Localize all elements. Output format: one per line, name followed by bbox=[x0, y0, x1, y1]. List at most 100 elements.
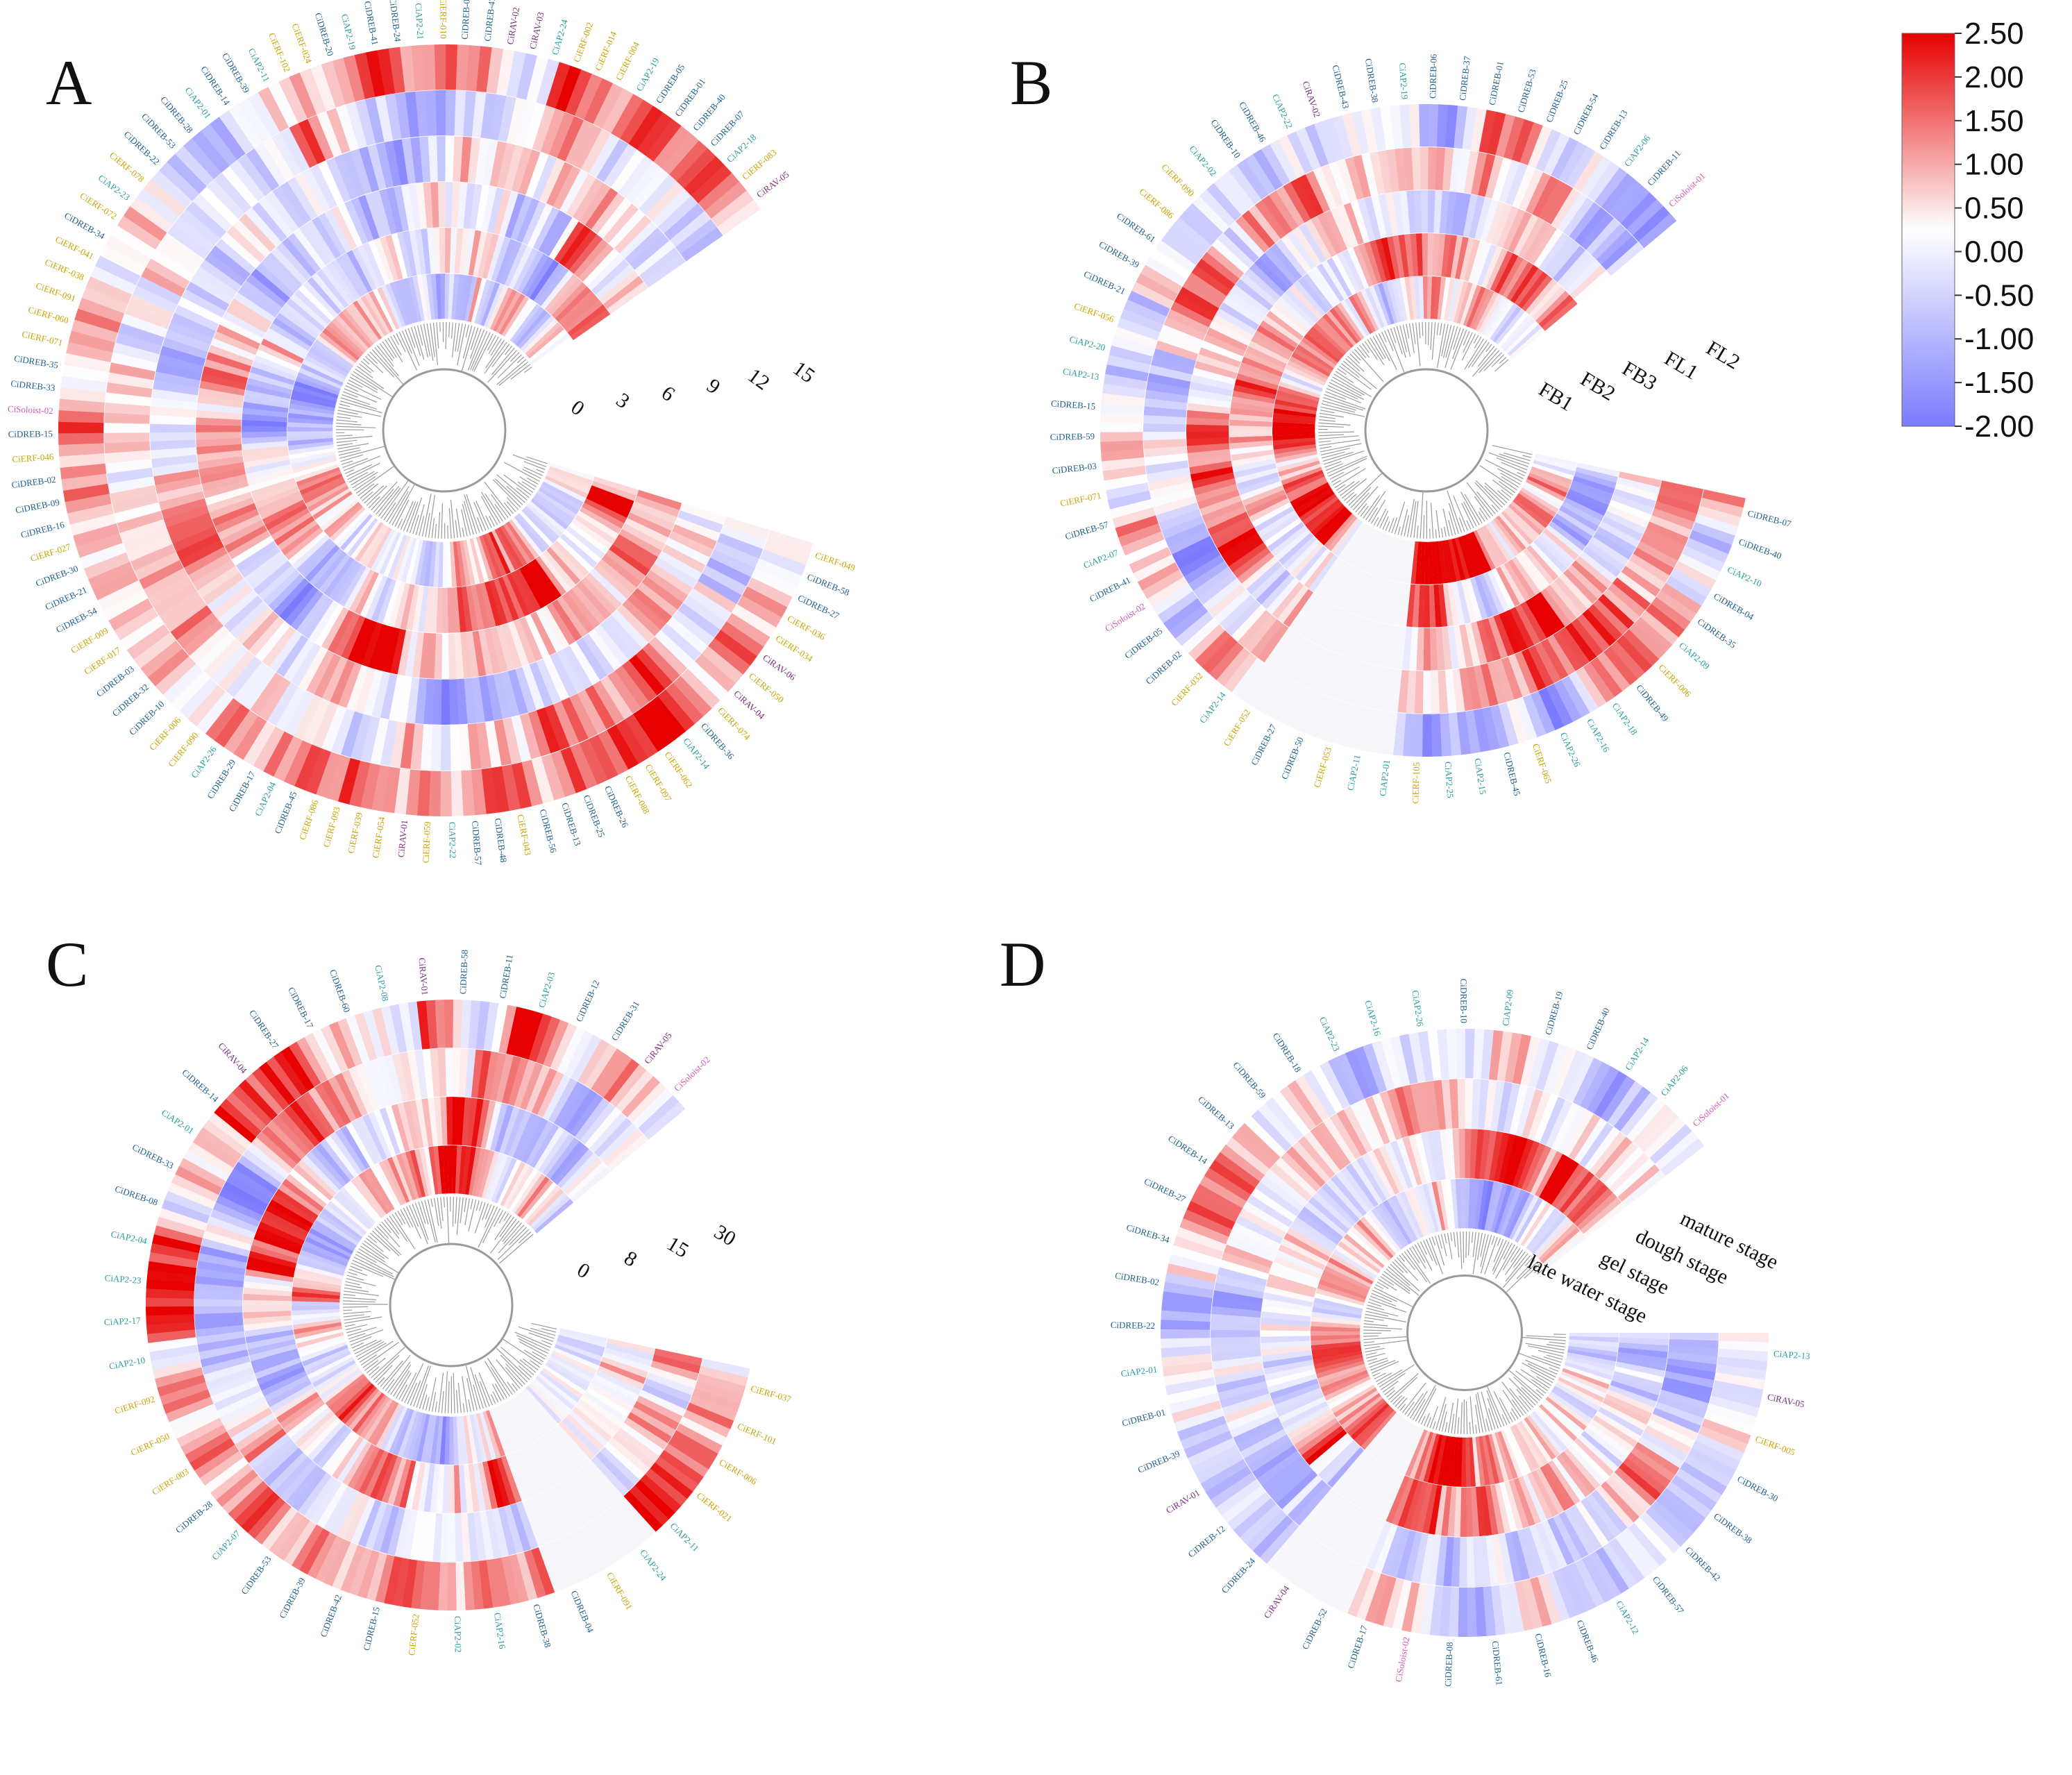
heatmap-cell bbox=[1717, 1356, 1768, 1371]
heatmap-cell bbox=[243, 450, 289, 462]
heatmap-cell bbox=[1472, 1436, 1481, 1487]
heatmap-cell bbox=[1545, 683, 1573, 727]
dendrogram-branch bbox=[1365, 1311, 1389, 1317]
heatmap-cell bbox=[266, 328, 310, 355]
gene-label: CiAP2-01 bbox=[1377, 759, 1392, 797]
dendrogram-branch bbox=[339, 446, 385, 459]
heatmap-cell bbox=[1406, 190, 1417, 234]
dendrogram-branch bbox=[526, 477, 539, 485]
heatmap-cell bbox=[1526, 1145, 1552, 1194]
heatmap-cell bbox=[1650, 1499, 1694, 1540]
dendrogram-branch bbox=[1485, 1418, 1490, 1431]
heatmap-cell bbox=[1390, 1140, 1413, 1190]
heatmap-cell bbox=[543, 1432, 577, 1476]
heatmap-cell bbox=[1447, 1486, 1457, 1537]
heatmap-cell bbox=[1316, 263, 1345, 303]
heatmap-cell bbox=[430, 1048, 441, 1097]
heatmap-cell bbox=[1451, 192, 1464, 236]
heatmap-cell bbox=[195, 424, 242, 432]
dendrogram-branch bbox=[1318, 426, 1344, 428]
heatmap-cell bbox=[478, 675, 494, 722]
heatmap-cell bbox=[1306, 329, 1342, 361]
heatmap-cell bbox=[1484, 1079, 1497, 1131]
heatmap-cell bbox=[1264, 248, 1298, 285]
heatmap-cell bbox=[1456, 1028, 1466, 1079]
heatmap-cell bbox=[1261, 1455, 1306, 1492]
heatmap-cell bbox=[544, 213, 573, 257]
ring-labels: 0 8 15 30 bbox=[573, 1220, 740, 1284]
dendrogram-branch bbox=[498, 1211, 507, 1224]
heatmap-cell bbox=[1391, 1477, 1415, 1526]
dendrogram-branch bbox=[1320, 448, 1350, 456]
heatmap-cell bbox=[501, 296, 530, 337]
heatmap-cell bbox=[273, 578, 310, 616]
heatmap-cell bbox=[249, 555, 289, 590]
heatmap-cell bbox=[1270, 140, 1299, 183]
heatmap-cell bbox=[1320, 1275, 1369, 1297]
heatmap-cell bbox=[312, 701, 339, 748]
heatmap-cell bbox=[1506, 262, 1534, 301]
heatmap-cell bbox=[1543, 1043, 1568, 1094]
heatmap-cell bbox=[309, 547, 344, 586]
heatmap-cell bbox=[1147, 474, 1192, 491]
heatmap-cell bbox=[1434, 1485, 1447, 1536]
heatmap-cell bbox=[1311, 267, 1341, 305]
dendrogram-branch bbox=[485, 1204, 492, 1220]
dendrogram-branch bbox=[1453, 327, 1461, 350]
heatmap-cell bbox=[285, 1173, 328, 1209]
heatmap-cell bbox=[1409, 1430, 1431, 1479]
heatmap-cell bbox=[195, 1324, 245, 1338]
dendrogram-branch bbox=[337, 443, 369, 450]
gene-label: CiAP2-23 bbox=[104, 1272, 142, 1286]
dendrogram-branch bbox=[1460, 1402, 1463, 1434]
heatmap-cell bbox=[1328, 1257, 1374, 1285]
heatmap-cell bbox=[1589, 1132, 1626, 1176]
heatmap-cell bbox=[1522, 1088, 1544, 1139]
heatmap-cell bbox=[1460, 1486, 1467, 1538]
heatmap-cell bbox=[394, 185, 410, 233]
heatmap-cell bbox=[85, 276, 133, 304]
heatmap-cell bbox=[1674, 560, 1717, 589]
heatmap-cell bbox=[1558, 142, 1587, 184]
dendrogram-branch bbox=[1414, 1244, 1426, 1263]
dendrogram-branch bbox=[1501, 1381, 1526, 1414]
heatmap-cell bbox=[187, 553, 232, 583]
heatmap-cell bbox=[1460, 283, 1478, 326]
dendrogram-branch bbox=[1397, 526, 1401, 535]
heatmap-cell bbox=[226, 304, 270, 333]
heatmap-cell bbox=[303, 1347, 351, 1371]
heatmap-cell bbox=[1379, 1202, 1410, 1247]
heatmap-cell bbox=[1612, 1158, 1655, 1198]
heatmap-cell bbox=[1563, 1361, 1613, 1381]
heatmap-cell bbox=[423, 678, 435, 725]
gene-label: CiERF-034 bbox=[774, 633, 815, 664]
heatmap-cell bbox=[527, 326, 564, 359]
heatmap-cell bbox=[557, 1420, 596, 1460]
dendrogram-branch bbox=[1452, 328, 1465, 360]
heatmap-cell bbox=[535, 1016, 561, 1066]
heatmap-cell bbox=[1297, 490, 1336, 518]
heatmap-cell bbox=[1551, 137, 1579, 180]
dendrogram-branch bbox=[1390, 1263, 1420, 1292]
heatmap-cell bbox=[1483, 1585, 1497, 1636]
heatmap-cell bbox=[199, 1450, 244, 1486]
dendrogram-branch bbox=[487, 349, 518, 383]
heatmap-cell bbox=[1244, 1116, 1287, 1158]
heatmap-cell bbox=[634, 1479, 675, 1520]
heatmap-cell bbox=[353, 1445, 380, 1492]
heatmap-cell bbox=[582, 249, 620, 287]
heatmap-cell bbox=[205, 1367, 255, 1390]
dendrogram-branch bbox=[360, 1245, 386, 1263]
heatmap-cell bbox=[1324, 210, 1348, 253]
heatmap-cell bbox=[149, 1252, 199, 1268]
heatmap-cell bbox=[491, 1458, 510, 1507]
gene-label: CiRAV-05 bbox=[1767, 1391, 1805, 1409]
heatmap-cell bbox=[303, 1417, 342, 1456]
heatmap-cell bbox=[1617, 1347, 1668, 1358]
dendrogram-branch bbox=[1331, 466, 1360, 483]
dendrogram-branch bbox=[1520, 1369, 1550, 1389]
heatmap-cell bbox=[437, 135, 446, 183]
dendrogram-branch bbox=[437, 512, 441, 539]
dendrogram-branch bbox=[455, 323, 460, 352]
heatmap-cell bbox=[217, 1390, 264, 1418]
